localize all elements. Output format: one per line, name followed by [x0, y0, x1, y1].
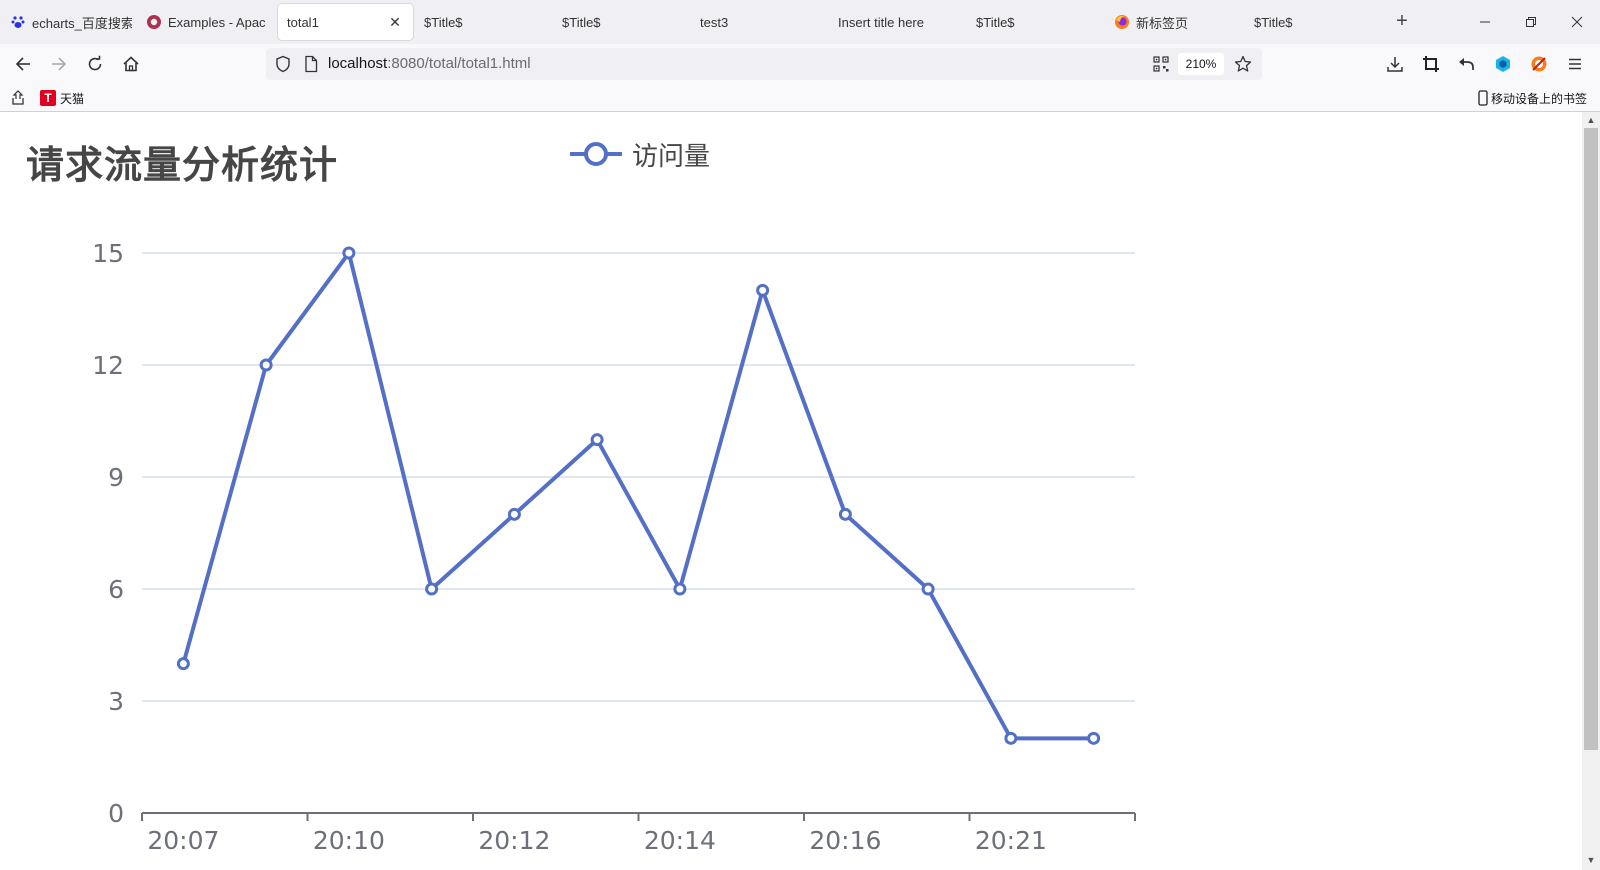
home-button[interactable] [118, 51, 144, 77]
scroll-up-arrow-icon[interactable]: ▲ [1586, 115, 1596, 125]
series-line [181, 251, 1094, 741]
tab-new-tab[interactable]: 新标签页 [1114, 4, 1234, 40]
undo-icon[interactable] [1454, 51, 1480, 77]
data-point [259, 358, 273, 372]
tab-label: $Title$ [424, 14, 463, 30]
series-visits [176, 246, 1101, 745]
x-tick-label: 20:10 [313, 826, 385, 855]
y-tick-label: 6 [108, 575, 124, 604]
firefox-icon [1114, 14, 1130, 30]
data-point [838, 507, 852, 521]
tab-label: echarts_百度搜索 [32, 15, 132, 31]
tab-label: test3 [700, 14, 729, 30]
data-point [176, 657, 190, 671]
y-tick-label: 12 [92, 351, 124, 380]
star-bookmark-icon[interactable] [1230, 51, 1256, 77]
y-tick-label: 9 [108, 463, 124, 492]
tab-title-3[interactable]: $Title$ [976, 4, 1086, 40]
tab-label: $Title$ [976, 14, 1015, 30]
bookmarks-bar [0, 84, 1600, 112]
y-tick-label: 15 [92, 239, 124, 268]
apache-echarts-icon [146, 14, 162, 30]
data-point [1004, 731, 1018, 745]
hamburger-menu-icon[interactable] [1562, 51, 1588, 77]
x-tick-label: 20:16 [809, 826, 881, 855]
tab-total1[interactable]: total1 ✕ [278, 4, 413, 40]
restore-button[interactable] [1508, 6, 1554, 38]
x-axis [141, 812, 1136, 821]
tmall-icon: T [40, 90, 56, 106]
page-content [0, 112, 1582, 870]
x-tick-label: 20:12 [478, 826, 550, 855]
tab-strip [0, 0, 1600, 44]
page-icon[interactable] [298, 51, 324, 77]
tab-label: Examples - Apac [168, 14, 266, 30]
data-point [756, 283, 770, 297]
data-point [673, 582, 687, 596]
mobile-device-icon [1478, 90, 1488, 106]
mobile-bookmarks[interactable]: 移动设备上的书签 [1478, 89, 1587, 107]
tab-label: total1 [287, 14, 319, 30]
close-window-button[interactable] [1554, 6, 1600, 38]
y-tick-label: 0 [108, 799, 124, 828]
download-icon[interactable] [1382, 51, 1408, 77]
tab-label: $Title$ [1254, 14, 1293, 30]
new-tab-button[interactable]: + [1396, 10, 1408, 32]
data-point [507, 507, 521, 521]
y-tick-label: 3 [108, 687, 124, 716]
url-path: :8080/total/total1.html [387, 55, 531, 72]
extension-cube-icon[interactable] [1490, 51, 1516, 77]
bookmark-label: 天猫 [60, 91, 85, 106]
scrollbar-thumb[interactable] [1584, 128, 1598, 750]
tab-examples-apache[interactable]: Examples - Apac [146, 4, 266, 40]
url-text[interactable]: localhost:8080/total/total1.html [328, 55, 531, 72]
tab-title-4[interactable]: $Title$ [1254, 4, 1364, 40]
x-tick-label: 20:14 [644, 826, 716, 855]
data-point [1087, 731, 1101, 745]
grid-lines [142, 252, 1135, 702]
url-host: localhost [328, 55, 388, 72]
extension-badge-icon[interactable] [1526, 51, 1552, 77]
legend-line-marker-icon [570, 142, 622, 166]
scroll-down-arrow-icon[interactable]: ▼ [1586, 855, 1596, 865]
tab-insert-title[interactable]: Insert title here [838, 4, 958, 40]
bookmark-label: 移动设备上的书签 [1491, 91, 1588, 106]
data-point [921, 582, 935, 596]
chart-legend[interactable]: 访问量 [570, 134, 710, 174]
close-icon[interactable]: ✕ [389, 14, 401, 30]
y-axis-labels: 0 3 6 9 12 15 [92, 239, 124, 828]
tab-echarts-baidu[interactable]: echarts_百度搜索 [10, 4, 132, 40]
x-axis-labels: 20:07 20:10 20:12 20:14 20:16 20:21 [147, 826, 1047, 855]
reload-button[interactable] [82, 51, 108, 77]
x-tick-label: 20:07 [147, 826, 219, 855]
url-bar[interactable] [266, 48, 1262, 80]
baidu-paw-icon [10, 14, 26, 30]
bookmark-tmall[interactable]: T 天猫 [40, 89, 84, 107]
minimize-button[interactable] [1462, 6, 1508, 38]
qr-code-icon[interactable] [1148, 51, 1174, 77]
data-point [425, 582, 439, 596]
tab-label: 新标签页 [1136, 15, 1189, 31]
forward-button[interactable] [46, 51, 72, 77]
chart-title: 请求流量分析统计 [26, 143, 339, 187]
data-point [342, 246, 356, 260]
tab-label: Insert title here [838, 14, 924, 30]
tab-test3[interactable]: test3 [700, 4, 810, 40]
back-button[interactable] [10, 51, 36, 77]
tab-label: $Title$ [562, 14, 601, 30]
crop-icon[interactable] [1418, 51, 1444, 77]
import-bookmarks-icon[interactable] [10, 89, 26, 107]
zoom-level-badge[interactable]: 210% [1178, 53, 1224, 75]
legend-label: 访问量 [632, 141, 711, 172]
tab-title-2[interactable]: $Title$ [562, 4, 672, 40]
data-point [590, 433, 604, 447]
shield-icon[interactable] [270, 51, 296, 77]
tab-title-1[interactable]: $Title$ [424, 4, 534, 40]
x-tick-label: 20:21 [975, 826, 1047, 855]
